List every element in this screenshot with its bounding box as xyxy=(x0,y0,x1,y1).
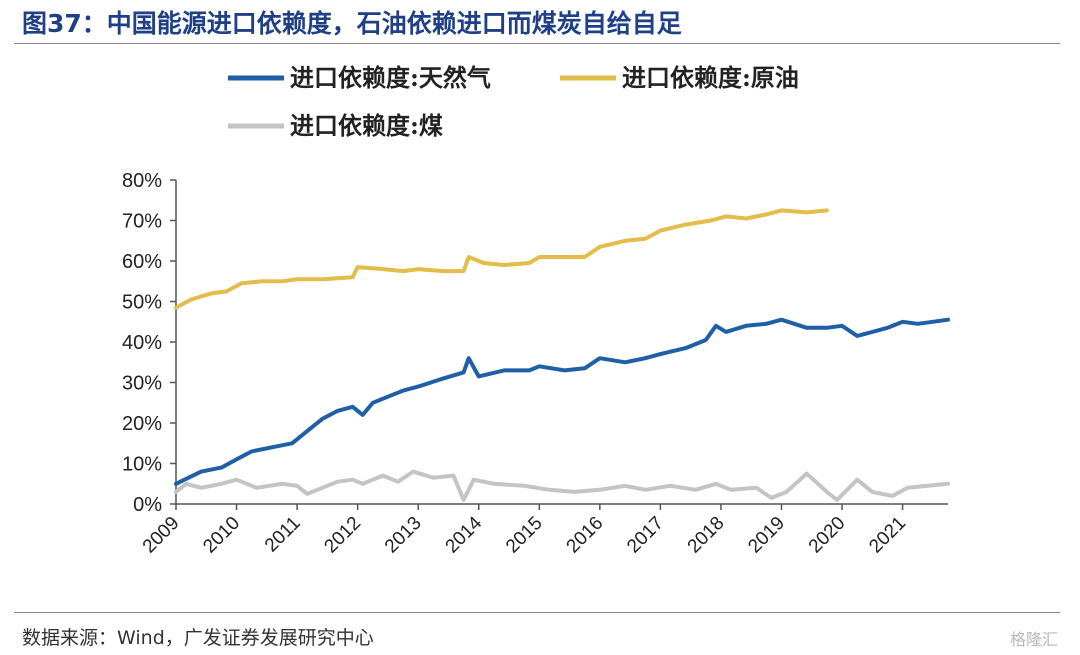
series-line xyxy=(174,469,950,502)
x-tick-label: 2021 xyxy=(865,513,910,558)
legend-label: 进口依赖度:天然气 xyxy=(290,63,491,92)
y-tick-label: 0% xyxy=(133,494,162,516)
series-line xyxy=(174,208,829,310)
figure-title: 图37：中国能源进口依赖度，石油依赖进口而煤炭自给自足 xyxy=(22,9,682,38)
series-line xyxy=(174,317,950,486)
y-tick-label: 80% xyxy=(122,170,162,192)
x-tick-label: 2014 xyxy=(442,512,487,557)
legend-label: 进口依赖度:煤 xyxy=(290,111,443,140)
x-tick-label: 2013 xyxy=(381,513,426,558)
chart-series xyxy=(174,208,950,502)
x-tick-label: 2019 xyxy=(744,513,789,558)
x-tick-label: 2009 xyxy=(139,513,184,558)
y-tick-label: 70% xyxy=(122,211,162,233)
y-tick-label: 40% xyxy=(122,332,162,354)
y-tick-label: 20% xyxy=(122,413,162,435)
chart-axes: 0% 10% 20% 30% 40% 50% 60% 70% 80% 2009 2010 2011 20… xyxy=(122,170,948,557)
x-tick-label: 2020 xyxy=(805,513,850,558)
x-tick-label: 2018 xyxy=(684,513,729,558)
x-tick-label: 2010 xyxy=(199,513,244,558)
legend-label: 进口依赖度:原油 xyxy=(622,63,799,92)
watermark-logo: 格隆汇 xyxy=(1009,630,1058,649)
y-tick-label: 30% xyxy=(122,373,162,395)
x-tick-label: 2012 xyxy=(320,513,365,558)
x-tick-label: 2015 xyxy=(502,513,547,558)
data-source-note: 数据来源：Wind，广发证券发展研究中心 xyxy=(22,627,374,649)
x-tick-label: 2017 xyxy=(623,513,668,558)
title-divider xyxy=(14,43,1060,44)
y-tick-label: 60% xyxy=(122,251,162,273)
y-tick-label: 10% xyxy=(122,454,162,476)
y-tick-label: 50% xyxy=(122,292,162,314)
footer-divider xyxy=(14,612,1060,613)
x-tick-label: 2011 xyxy=(261,513,305,557)
x-tick-label: 2016 xyxy=(563,513,608,558)
